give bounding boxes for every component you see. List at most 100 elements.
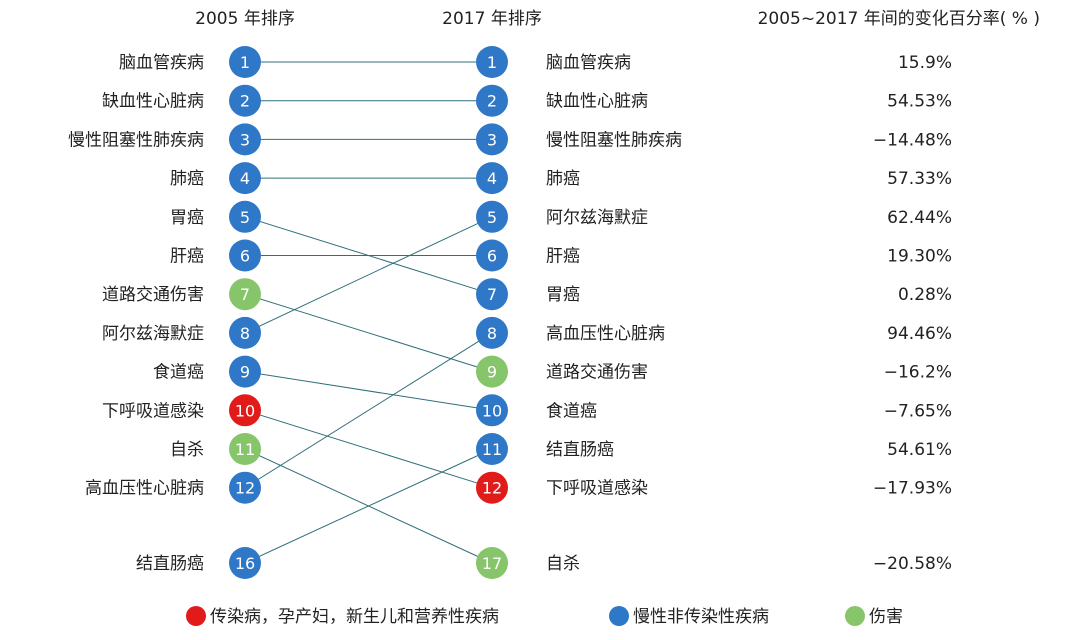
rank-circle xyxy=(476,394,508,427)
change-percent: −16.2% xyxy=(884,363,952,383)
connector-lines xyxy=(244,61,493,564)
rank-circle xyxy=(229,239,261,272)
change-percent: 57.33% xyxy=(887,169,952,189)
connector-line xyxy=(244,409,493,489)
change-percent: 0.28% xyxy=(898,285,952,305)
rank-circle xyxy=(476,162,508,195)
connector-line xyxy=(244,216,493,334)
rank-circle xyxy=(229,316,261,349)
rank-circle xyxy=(229,162,261,195)
rank-number: 5 xyxy=(240,208,250,227)
rank-circle xyxy=(476,123,508,156)
change-percent: 62.44% xyxy=(887,208,952,228)
rank-number: 12 xyxy=(482,479,502,498)
change-percent: 54.61% xyxy=(887,440,952,460)
rank-number: 7 xyxy=(240,285,250,304)
label-2005: 自杀 xyxy=(170,440,204,460)
legend-label: 传染病，孕产妇，新生儿和营养性疾病 xyxy=(210,607,499,627)
connector-line xyxy=(244,371,493,411)
legend-marker xyxy=(186,606,206,626)
rank-circle xyxy=(229,278,261,311)
rank-number: 10 xyxy=(235,401,255,420)
label-2017: 慢性阻塞性肺疾病 xyxy=(546,129,682,150)
rank-number: 11 xyxy=(482,440,502,459)
rank-number: 3 xyxy=(240,130,250,149)
rank-number: 5 xyxy=(487,208,497,227)
label-2005: 慢性阻塞性肺疾病 xyxy=(68,129,204,150)
rank-circle xyxy=(476,355,508,388)
label-2005: 脑血管疾病 xyxy=(119,53,204,73)
rank-number: 7 xyxy=(487,285,497,304)
legend-marker xyxy=(609,606,629,626)
rank-circle xyxy=(229,84,261,117)
label-2017: 结直肠癌 xyxy=(546,440,614,460)
rank-number: 16 xyxy=(235,554,255,573)
label-2017: 阿尔兹海默症 xyxy=(546,208,648,228)
rank-number: 4 xyxy=(240,169,250,188)
rank-circle xyxy=(229,394,261,427)
rank-number: 1 xyxy=(240,53,250,72)
label-2017: 脑血管疾病 xyxy=(546,53,631,73)
label-2017: 肝癌 xyxy=(546,247,580,267)
change-percent: 94.46% xyxy=(887,324,952,344)
header-2017: 2017 年排序 xyxy=(442,9,542,29)
legend: 传染病，孕产妇，新生儿和营养性疾病 慢性非传染性疾病 伤害 xyxy=(186,606,903,627)
label-2017: 缺血性心脏病 xyxy=(546,92,648,112)
column-2017: 1 脑血管疾病 15.9% 2 缺血性心脏病 54.53% 3 慢性阻塞性肺疾病 −14.48%… xyxy=(476,46,952,579)
rank-circle xyxy=(476,200,508,233)
rank-circle xyxy=(476,433,508,465)
change-percent: −20.58% xyxy=(873,554,952,574)
connector-line xyxy=(244,448,493,564)
change-percent: −7.65% xyxy=(884,401,952,421)
column-2005: 脑血管疾病 1 缺血性心脏病 2 慢性阻塞性肺疾病 3 肺癌 4 胃癌 5 肝癌 6 道路交通伤害 7 阿尔… xyxy=(68,46,261,579)
rank-number: 9 xyxy=(240,363,250,382)
header-2005: 2005 年排序 xyxy=(195,9,295,29)
rank-circle xyxy=(229,433,261,465)
label-2017: 道路交通伤害 xyxy=(546,363,648,383)
rank-circle xyxy=(229,46,261,78)
label-2005: 缺血性心脏病 xyxy=(102,92,204,112)
rank-circle xyxy=(229,123,261,156)
rank-number: 17 xyxy=(482,554,502,573)
rank-circle xyxy=(229,355,261,388)
change-percent: 15.9% xyxy=(898,53,952,73)
rank-number: 2 xyxy=(240,92,250,111)
label-2005: 道路交通伤害 xyxy=(102,285,204,305)
change-percent: 19.30% xyxy=(887,247,952,267)
rank-number: 11 xyxy=(235,440,255,459)
rank-number: 6 xyxy=(487,247,497,266)
rank-number: 2 xyxy=(487,92,497,111)
rank-number: 9 xyxy=(487,363,497,382)
rank-circle xyxy=(476,547,508,579)
rank-circle xyxy=(229,471,261,504)
change-percent: 54.53% xyxy=(887,92,952,112)
label-2017: 肺癌 xyxy=(546,169,580,189)
rank-circle xyxy=(229,200,261,233)
legend-marker xyxy=(845,606,865,626)
label-2005: 阿尔兹海默症 xyxy=(102,324,204,344)
label-2005: 肝癌 xyxy=(170,247,204,267)
connector-line xyxy=(244,293,493,373)
label-2017: 下呼吸道感染 xyxy=(546,479,648,499)
rank-number: 1 xyxy=(487,53,497,72)
rank-circle xyxy=(476,316,508,349)
label-2005: 高血压性心脏病 xyxy=(85,479,204,499)
label-2005: 胃癌 xyxy=(170,208,204,228)
label-2005: 食道癌 xyxy=(153,363,204,383)
rank-number: 4 xyxy=(487,169,497,188)
rank-number: 8 xyxy=(240,324,250,343)
rank-number: 10 xyxy=(482,401,502,420)
rank-circle xyxy=(476,278,508,311)
label-2017: 胃癌 xyxy=(546,285,580,305)
rank-number: 3 xyxy=(487,130,497,149)
change-percent: −17.93% xyxy=(873,479,952,499)
label-2017: 自杀 xyxy=(546,554,580,574)
rank-number: 8 xyxy=(487,324,497,343)
legend-label: 慢性非传染性疾病 xyxy=(633,606,769,627)
label-2017: 高血压性心脏病 xyxy=(546,324,665,344)
rank-circle xyxy=(229,547,261,579)
label-2005: 肺癌 xyxy=(170,169,204,189)
label-2005: 下呼吸道感染 xyxy=(102,401,204,421)
